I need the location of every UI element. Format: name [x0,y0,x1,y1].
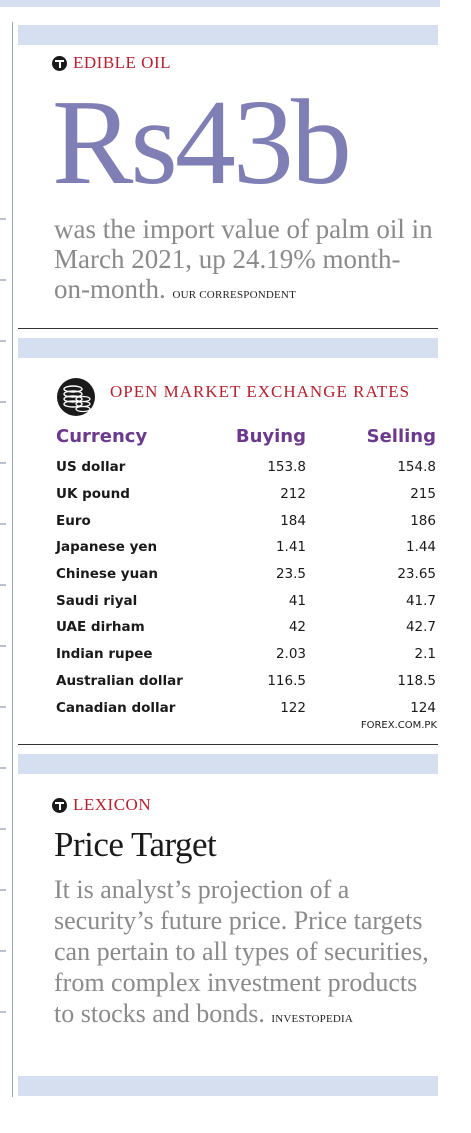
currency-name: Indian rupee [56,646,153,663]
section-band-lexicon [18,754,438,774]
tribune-logo-icon [52,797,67,813]
buying-rate: 116.5 [267,672,306,689]
selling-rate: 124 [410,699,436,716]
buying-rate: 41 [288,592,306,609]
exchange-source-credit: FOREX.COM.PK [360,720,437,731]
buying-rate: 2.03 [275,646,306,663]
selling-rate: 42.7 [405,619,436,636]
column-divider [12,22,13,1097]
selling-rate: 118.5 [397,672,436,689]
currency-name: Chinese yuan [56,566,158,583]
buying-rate: 153.8 [267,459,306,476]
currency-name: Saudi riyal [56,592,138,609]
buying-rate: 212 [280,486,306,503]
edible-oil-description: was the import value of palm oil in Marc… [54,214,434,310]
currency-name: UK pound [56,486,130,503]
table-row: Canadian dollar 122 124 [56,694,436,721]
table-row: Euro 184 186 [56,507,436,534]
top-color-band [0,0,440,7]
edible-oil-kicker: EDIBLE OIL [52,53,171,73]
currency-name: US dollar [56,459,126,476]
section-divider [18,744,438,745]
edible-oil-kicker-label: EDIBLE OIL [73,53,172,72]
table-row: UAE dirham 42 42.7 [56,614,436,641]
table-header-row: Currency Buying Selling [56,424,436,454]
table-row: Saudi riyal 41 41.7 [56,587,436,614]
table-row: Australian dollar 116.5 118.5 [56,668,436,695]
table-row: US dollar 153.8 154.8 [56,454,436,481]
currency-name: Japanese yen [56,539,158,556]
currency-name: Euro [56,512,91,529]
buying-rate: 122 [280,699,306,716]
selling-rate: 2.1 [414,646,436,663]
section-band-edible-oil [18,25,438,45]
lexicon-credit: INVESTOPEDIA [271,1013,354,1025]
selling-rate: 1.44 [405,539,436,556]
lexicon-text: It is analyst’s projection of a security… [54,875,429,1028]
selling-rate: 186 [410,512,436,529]
buying-rate: 1.41 [275,539,306,556]
selling-rate: 154.8 [397,459,436,476]
edible-oil-text: was the import value of palm oil in Marc… [54,214,433,304]
buying-rate: 184 [280,512,306,529]
table-row: UK pound 212 215 [56,481,436,508]
table-row: Japanese yen 1.41 1.44 [56,534,436,561]
currency-column-header: Currency [56,425,148,447]
currency-name: Australian dollar [56,672,183,689]
section-divider [18,328,438,329]
buying-rate: 23.5 [275,566,306,583]
section-band-exchange [18,338,438,358]
section-band-bottom [18,1076,438,1096]
lexicon-kicker-label: LEXICON [73,795,152,814]
lexicon-kicker: LEXICON [52,795,151,815]
lexicon-definition: It is analyst’s projection of a security… [54,874,434,1035]
import-value-figure: Rs43b [52,75,352,210]
selling-rate: 41.7 [405,592,436,609]
currency-name: UAE dirham [56,619,145,636]
buying-column-header: Buying [235,425,306,447]
exchange-rates-title: OPEN MARKET EXCHANGE RATES [110,382,411,401]
currency-name: Canadian dollar [56,699,176,716]
selling-column-header: Selling [366,425,436,447]
tribune-logo-icon [52,55,67,71]
exchange-rates-table: Currency Buying Selling US dollar 153.8 … [56,424,436,721]
edible-oil-credit: OUR CORRESPONDENT [172,289,296,301]
table-row: Chinese yuan 23.5 23.65 [56,561,436,588]
selling-rate: 215 [410,486,436,503]
adjacent-column-edge [0,180,6,1060]
buying-rate: 42 [288,619,306,636]
table-row: Indian rupee 2.03 2.1 [56,641,436,668]
lexicon-term-title: Price Target [54,825,217,864]
coins-stack-icon [57,378,95,416]
selling-rate: 23.65 [397,566,436,583]
